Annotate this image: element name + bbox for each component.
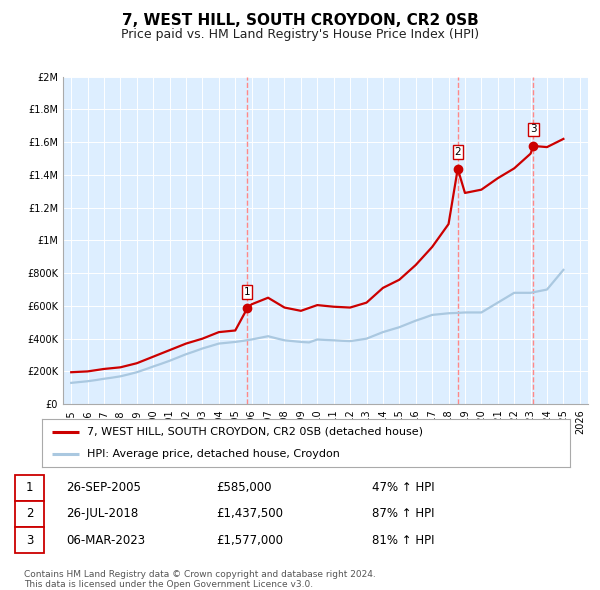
Text: 1: 1: [26, 481, 33, 494]
Text: £1,437,500: £1,437,500: [216, 507, 283, 520]
Text: £585,000: £585,000: [216, 481, 271, 494]
Text: 06-MAR-2023: 06-MAR-2023: [66, 533, 145, 546]
FancyBboxPatch shape: [15, 527, 44, 553]
Text: 7, WEST HILL, SOUTH CROYDON, CR2 0SB: 7, WEST HILL, SOUTH CROYDON, CR2 0SB: [122, 13, 478, 28]
Text: £1,577,000: £1,577,000: [216, 533, 283, 546]
Text: 26-JUL-2018: 26-JUL-2018: [66, 507, 138, 520]
Text: Price paid vs. HM Land Registry's House Price Index (HPI): Price paid vs. HM Land Registry's House …: [121, 28, 479, 41]
Text: 2: 2: [454, 148, 461, 158]
Text: 3: 3: [26, 533, 33, 546]
FancyBboxPatch shape: [15, 474, 44, 501]
Text: 81% ↑ HPI: 81% ↑ HPI: [372, 533, 434, 546]
Text: 7, WEST HILL, SOUTH CROYDON, CR2 0SB (detached house): 7, WEST HILL, SOUTH CROYDON, CR2 0SB (de…: [87, 427, 423, 437]
Text: 3: 3: [530, 124, 536, 135]
Text: 1: 1: [244, 287, 251, 297]
Text: 26-SEP-2005: 26-SEP-2005: [66, 481, 141, 494]
Text: Contains HM Land Registry data © Crown copyright and database right 2024.
This d: Contains HM Land Registry data © Crown c…: [24, 570, 376, 589]
Text: HPI: Average price, detached house, Croydon: HPI: Average price, detached house, Croy…: [87, 449, 340, 459]
FancyBboxPatch shape: [15, 501, 44, 527]
Text: 2: 2: [26, 507, 33, 520]
Text: 87% ↑ HPI: 87% ↑ HPI: [372, 507, 434, 520]
Text: 47% ↑ HPI: 47% ↑ HPI: [372, 481, 434, 494]
